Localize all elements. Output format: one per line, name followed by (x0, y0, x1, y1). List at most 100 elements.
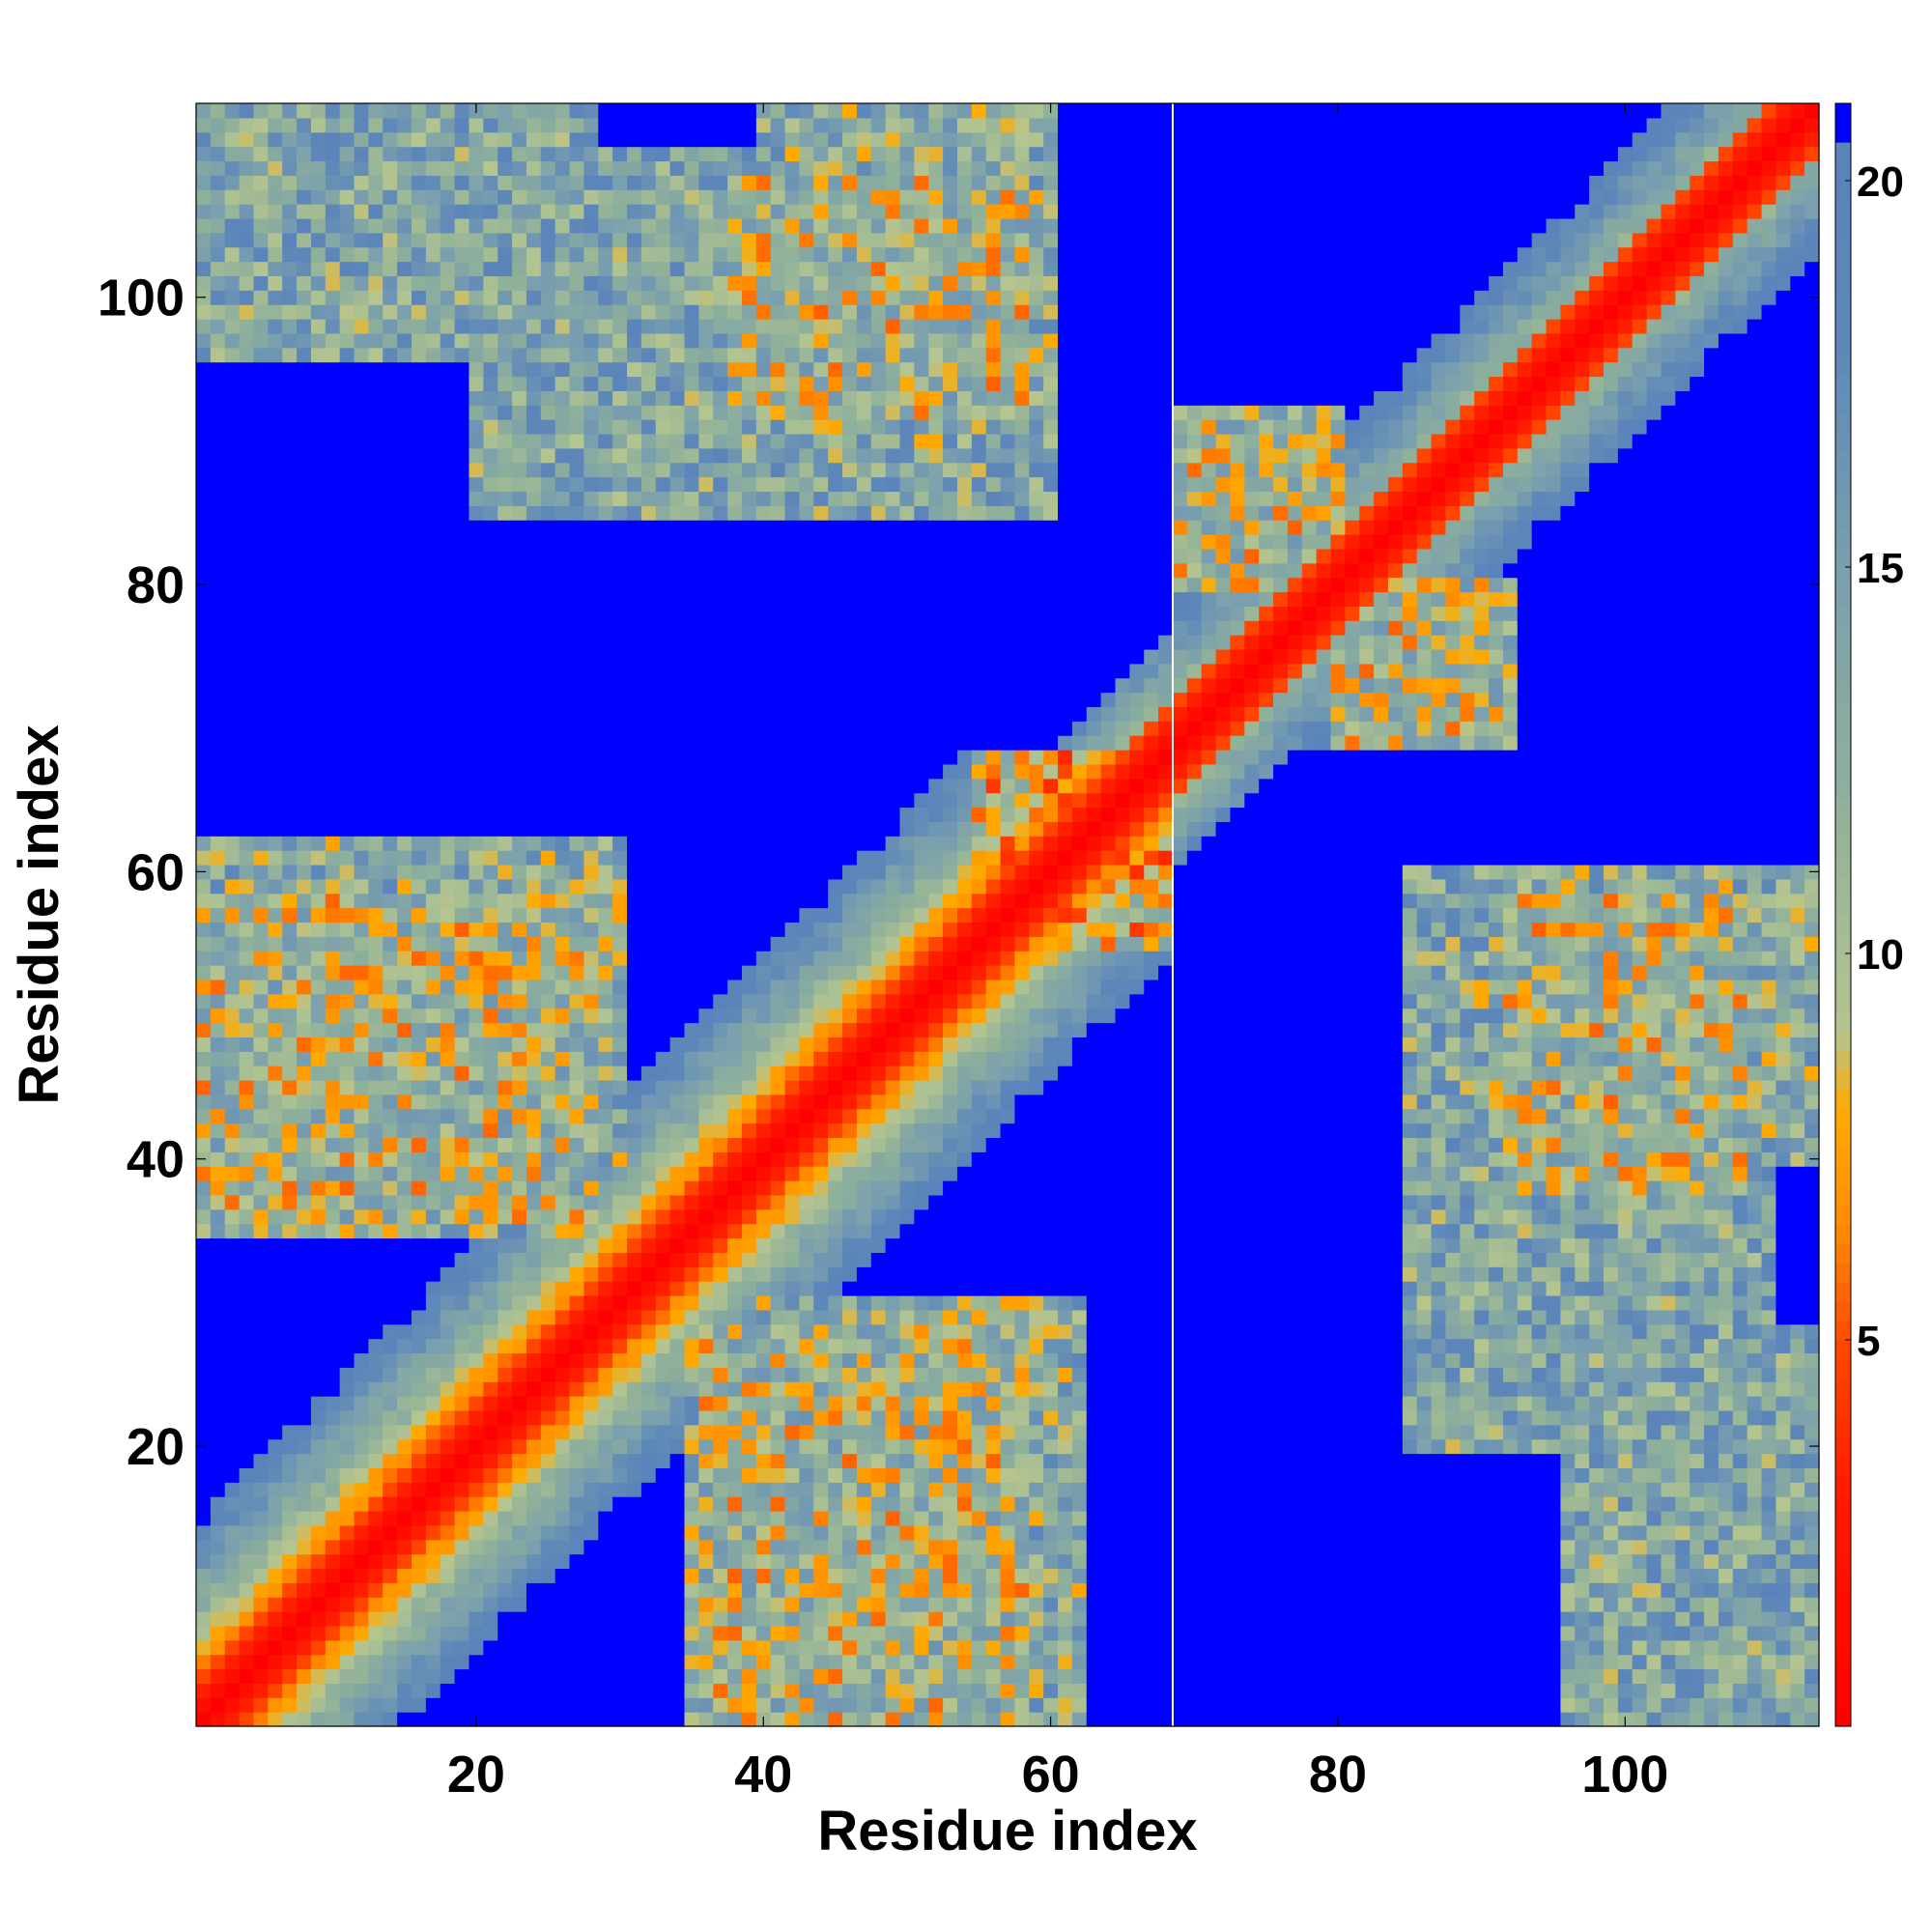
heatmap-cell (253, 1668, 269, 1684)
heatmap-cell (583, 1597, 599, 1612)
heatmap-cell (354, 462, 370, 478)
heatmap-cell (268, 706, 283, 722)
heatmap-cell (569, 304, 585, 320)
heatmap-cell (440, 606, 456, 621)
heatmap-cell (368, 332, 384, 349)
heatmap-cell (354, 1352, 370, 1368)
heatmap-cell (741, 1151, 757, 1167)
heatmap-cell (684, 577, 699, 593)
heatmap-cell (497, 1166, 513, 1181)
heatmap-cell (383, 1065, 398, 1081)
heatmap-cell (454, 936, 470, 952)
heatmap-cell (497, 1539, 513, 1555)
heatmap-cell (669, 1510, 686, 1526)
heatmap-cell (727, 433, 743, 449)
heatmap-cell (368, 319, 384, 334)
heatmap-cell (612, 146, 628, 162)
heatmap-cell (799, 907, 814, 923)
heatmap-cell (669, 979, 686, 995)
heatmap-cell (669, 1252, 686, 1267)
heatmap-cell (554, 893, 571, 909)
heatmap-cell (354, 1668, 370, 1684)
heatmap-cell (253, 1108, 269, 1124)
heatmap-cell (741, 361, 757, 378)
heatmap-cell (497, 1022, 513, 1037)
heatmap-cell (368, 1597, 384, 1612)
heatmap-cell (799, 1294, 814, 1311)
heatmap-cell (210, 290, 226, 305)
heatmap-cell (297, 591, 312, 607)
heatmap-cell (770, 1151, 786, 1167)
heatmap-cell (655, 1597, 671, 1612)
heatmap-cell (239, 319, 255, 334)
heatmap-cell (297, 548, 312, 564)
heatmap-cell (239, 1553, 255, 1570)
heatmap-cell (640, 1294, 657, 1311)
heatmap-cell (440, 1510, 456, 1526)
heatmap-cell (713, 1223, 728, 1239)
heatmap-cell (813, 965, 829, 980)
heatmap-cell (512, 706, 527, 722)
heatmap-cell (526, 146, 542, 162)
heatmap-cell (741, 648, 757, 665)
heatmap-cell (799, 376, 814, 391)
heatmap-cell (554, 1712, 571, 1727)
heatmap-cell (397, 1323, 412, 1340)
heatmap-cell (713, 347, 728, 363)
heatmap-cell (755, 1396, 772, 1411)
heatmap-cell (655, 405, 671, 420)
heatmap-cell (684, 376, 699, 391)
heatmap-cell (770, 1352, 786, 1368)
heatmap-cell (310, 1166, 327, 1181)
heatmap-cell (512, 476, 527, 493)
heatmap-cell (698, 1037, 714, 1052)
heatmap-cell (397, 1582, 412, 1598)
heatmap-cell (440, 807, 456, 822)
heatmap-cell (640, 763, 657, 780)
heatmap-cell (454, 893, 470, 909)
heatmap-cell (713, 433, 728, 449)
heatmap-cell (526, 1639, 542, 1656)
heatmap-cell (310, 1122, 327, 1139)
heatmap-cell (325, 131, 341, 148)
heatmap-cell (440, 1122, 456, 1139)
heatmap-cell (383, 1294, 398, 1311)
heatmap-cell (813, 1597, 829, 1612)
heatmap-cell (713, 1539, 728, 1555)
heatmap-cell (210, 792, 226, 809)
heatmap-cell (627, 936, 642, 952)
heatmap-cell (440, 1281, 456, 1296)
heatmap-cell (339, 1639, 355, 1656)
heatmap-cell (554, 1294, 571, 1311)
heatmap-cell (397, 433, 412, 449)
heatmap-cell (612, 1438, 628, 1455)
heatmap-cell (282, 778, 298, 794)
heatmap-cell (512, 1438, 527, 1455)
heatmap-cell (655, 1381, 671, 1397)
heatmap-cell (512, 606, 527, 621)
heatmap-cell (425, 217, 441, 234)
heatmap-cell (799, 1079, 814, 1095)
heatmap-cell (310, 1424, 327, 1440)
heatmap-cell (669, 821, 686, 837)
heatmap-cell (310, 261, 327, 277)
heatmap-cell (784, 1467, 801, 1483)
heatmap-cell (526, 447, 542, 464)
heatmap-cell (669, 951, 686, 966)
heatmap-cell (698, 1553, 714, 1570)
heatmap-cell (368, 1008, 384, 1024)
heatmap-cell (655, 721, 671, 736)
heatmap-cell (239, 979, 255, 995)
heatmap-cell (727, 1381, 743, 1397)
heatmap-cell (713, 217, 728, 234)
heatmap-cell (310, 548, 327, 564)
heatmap-cell (297, 491, 312, 506)
heatmap-cell (828, 1553, 843, 1570)
heatmap-cell (741, 232, 757, 248)
heatmap-cell (425, 1208, 441, 1225)
heatmap-cell (655, 204, 671, 219)
heatmap-cell (397, 562, 412, 579)
heatmap-cell (497, 1223, 513, 1239)
heatmap-cell (383, 951, 398, 966)
heatmap-cell (383, 1424, 398, 1440)
